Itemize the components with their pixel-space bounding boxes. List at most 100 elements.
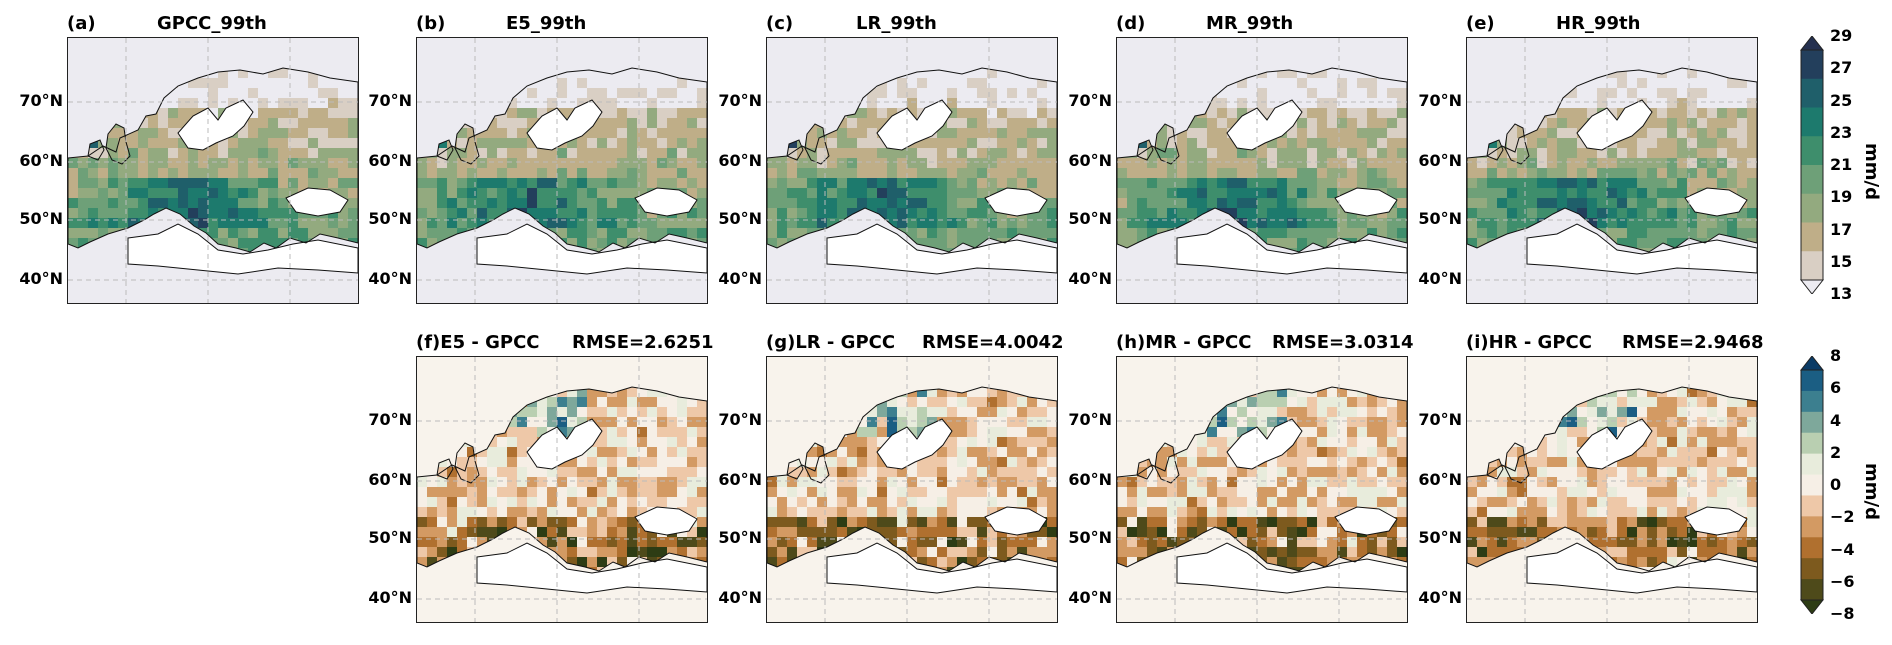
mediterranean-sea <box>476 223 707 275</box>
colorbar-tick-label: 29 <box>1830 26 1853 45</box>
latitude-tick-label: 50°N <box>1068 528 1112 547</box>
mediterranean-sea <box>476 542 707 594</box>
map-gridlines <box>767 357 1057 622</box>
panel-label: (a) <box>67 13 96 34</box>
latitude-tick-label: 70°N <box>1068 410 1112 429</box>
map-gridlines <box>417 38 707 303</box>
coastline-mainland <box>1117 386 1407 572</box>
rmse-value: RMSE=4.0042 <box>922 332 1064 353</box>
black-sea <box>1684 187 1748 217</box>
latitude-tick-label: 60°N <box>19 151 63 170</box>
latitude-tick-label: 70°N <box>368 91 412 110</box>
coastline-mainland <box>767 386 1057 572</box>
latitude-tick-label: 40°N <box>368 269 412 288</box>
coastline-britain <box>1504 123 1530 165</box>
colorbar-segment <box>1801 516 1823 538</box>
coastline-ireland <box>436 458 454 480</box>
coastline-britain <box>1504 442 1530 484</box>
mediterranean-sea <box>1176 223 1407 275</box>
precipitation-cells <box>68 68 358 252</box>
colorbar-tick-label: 21 <box>1830 155 1853 174</box>
map-panel-h <box>1116 356 1408 623</box>
baltic-sea <box>1226 99 1303 151</box>
latitude-tick-label: 70°N <box>1068 91 1112 110</box>
colorbar-extend-top <box>1800 36 1824 51</box>
colorbar-segment <box>1801 370 1823 392</box>
colorbar-tick-label: 8 <box>1830 346 1842 365</box>
latitude-tick-label: 70°N <box>718 91 762 110</box>
latitude-tick-label: 40°N <box>19 269 63 288</box>
latitude-tick-label: 70°N <box>368 410 412 429</box>
colorbar-tick-label: −6 <box>1830 571 1855 591</box>
latitude-tick-label: 40°N <box>1068 588 1112 607</box>
panel-title: (h)MR - GPCC <box>1116 332 1252 353</box>
latitude-tick-label: 50°N <box>718 209 762 228</box>
baltic-sea <box>1226 418 1303 470</box>
colorbar-tick-label: 2 <box>1830 442 1842 462</box>
panel-title: (f)E5 - GPCC <box>416 332 540 353</box>
coastline-britain <box>1154 442 1180 484</box>
latitude-tick-label: 60°N <box>718 151 762 170</box>
baltic-sea <box>876 418 953 470</box>
map-panel-g <box>766 356 1058 623</box>
panel-title: (g)LR - GPCC <box>766 332 896 353</box>
coastline-mainland <box>1467 386 1757 572</box>
colorbar-tick-label: 25 <box>1830 90 1853 110</box>
baltic-sea <box>526 418 603 470</box>
latitude-tick-label: 60°N <box>1068 151 1112 170</box>
colorbar-bottom <box>1800 356 1824 614</box>
colorbar-segment <box>1801 222 1823 252</box>
latitude-tick-label: 50°N <box>1418 528 1462 547</box>
latitude-tick-label: 70°N <box>1418 410 1462 429</box>
map-panel-d <box>1116 37 1408 304</box>
black-sea <box>634 187 698 217</box>
colorbar-segment <box>1801 558 1823 580</box>
panel-label: (e) <box>1466 13 1495 34</box>
panel-title: HR_99th <box>1556 13 1641 34</box>
map-gridlines <box>1117 38 1407 303</box>
baltic-sea <box>1576 99 1653 151</box>
map-gridlines <box>767 38 1057 303</box>
panel-title: GPCC_99th <box>157 13 267 34</box>
coastline-ireland <box>1486 458 1504 480</box>
map-gridlines <box>417 357 707 622</box>
colorbar-top <box>1800 36 1824 294</box>
latitude-tick-label: 50°N <box>19 209 63 228</box>
latitude-tick-label: 70°N <box>718 410 762 429</box>
mediterranean-sea <box>1526 223 1757 275</box>
panel-title: E5_99th <box>506 13 587 34</box>
colorbar-segment <box>1801 495 1823 517</box>
black-sea <box>984 506 1048 536</box>
colorbar-segment <box>1801 432 1823 455</box>
colorbar-segment <box>1801 136 1823 166</box>
colorbar-tick-label: 19 <box>1830 187 1853 207</box>
colorbar-segment <box>1801 193 1823 223</box>
latitude-tick-label: 50°N <box>1068 209 1112 228</box>
colorbar-tick-label: −2 <box>1830 507 1855 527</box>
coastline-britain <box>105 123 131 165</box>
black-sea <box>1334 506 1398 536</box>
latitude-tick-label: 60°N <box>1418 151 1462 170</box>
mediterranean-sea <box>1526 542 1757 594</box>
latitude-tick-label: 70°N <box>19 91 63 110</box>
black-sea <box>634 506 698 536</box>
panel-title: LR_99th <box>856 13 937 34</box>
coastline-mainland <box>767 67 1057 253</box>
mediterranean-sea <box>127 223 358 275</box>
colorbar-segment <box>1801 251 1823 281</box>
latitude-tick-label: 60°N <box>368 151 412 170</box>
colorbar-segment <box>1801 579 1823 601</box>
latitude-tick-label: 40°N <box>1068 269 1112 288</box>
map-panel-a <box>67 37 359 304</box>
coastline-mainland <box>417 67 707 253</box>
colorbar-segment <box>1801 537 1823 559</box>
coastline-britain <box>804 442 830 484</box>
colorbar-tick-label: 4 <box>1830 410 1842 430</box>
latitude-tick-label: 70°N <box>1418 91 1462 110</box>
black-sea <box>984 187 1048 217</box>
colorbar-unit-label: mm/d <box>1861 463 1882 520</box>
colorbar-segment <box>1801 474 1823 496</box>
panel-label: (c) <box>766 13 794 34</box>
latitude-tick-label: 40°N <box>368 588 412 607</box>
latitude-tick-label: 40°N <box>1418 269 1462 288</box>
